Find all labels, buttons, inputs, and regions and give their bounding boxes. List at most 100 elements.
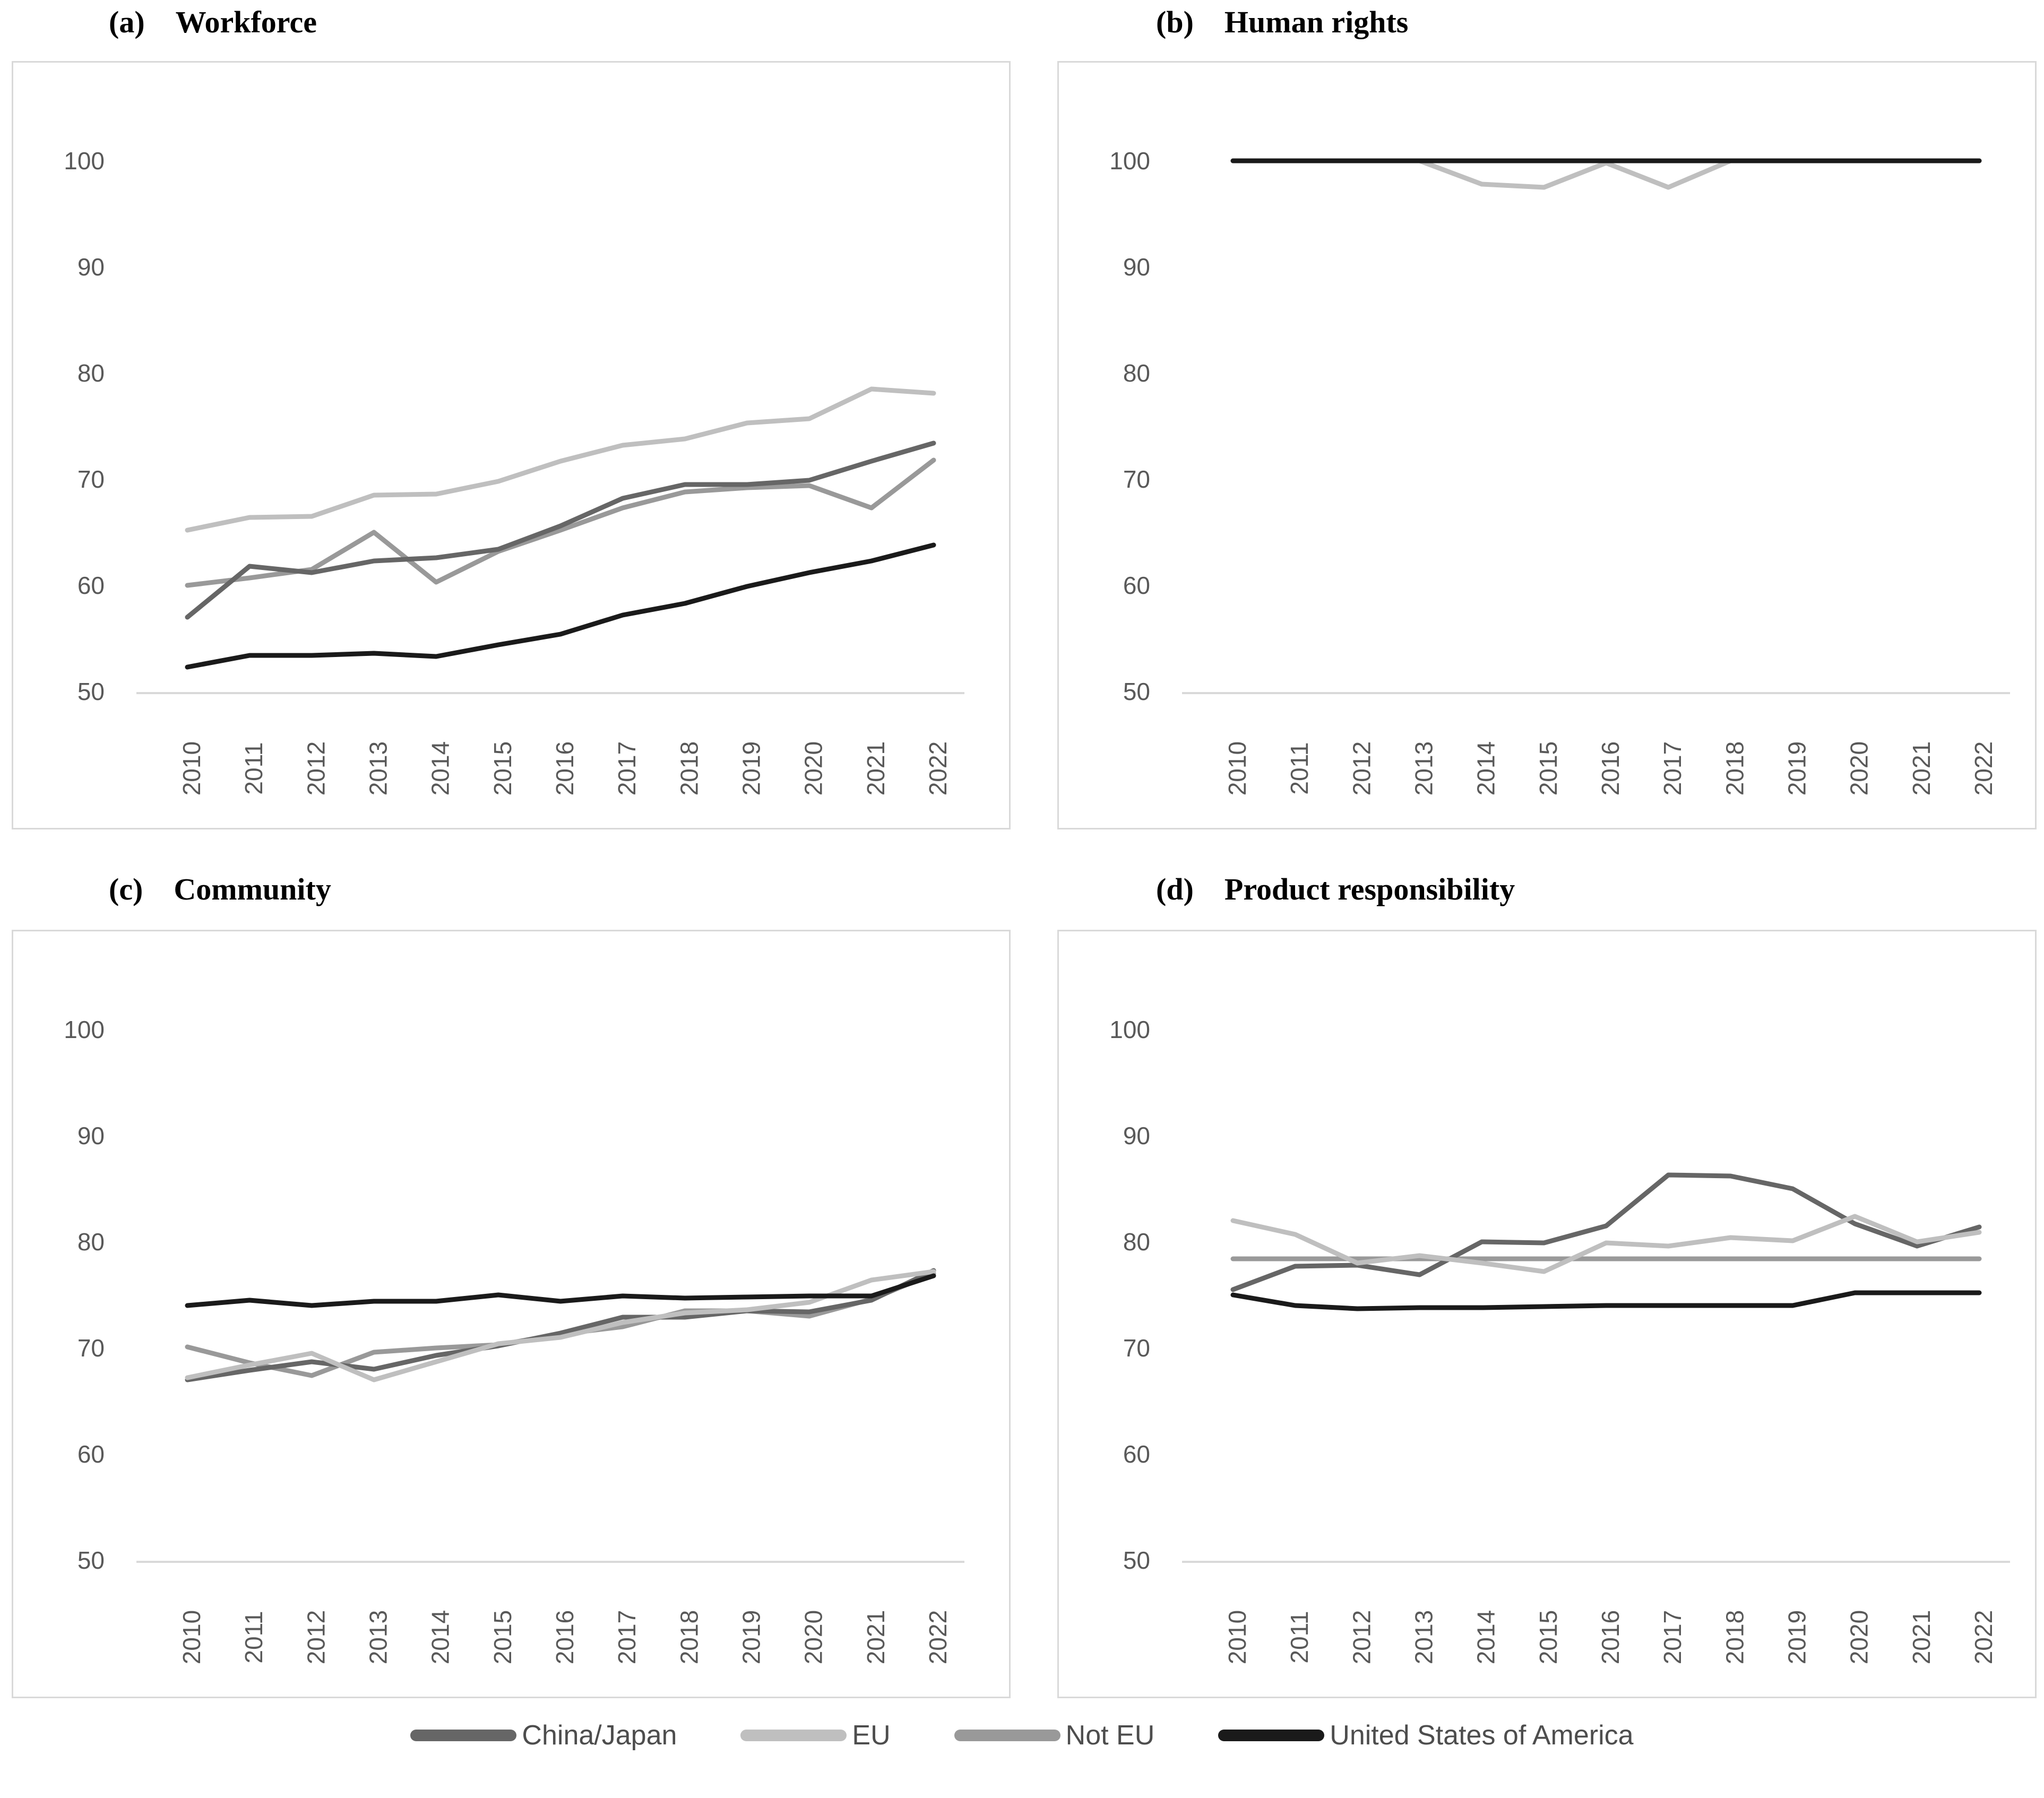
x-tick-label: 2017	[613, 1610, 641, 1664]
x-tick-label: 2014	[427, 1610, 454, 1664]
series-line-united-states-of-america	[1230, 1290, 1982, 1311]
y-tick-label: 70	[77, 465, 105, 493]
panel-c-index: (c)	[109, 872, 143, 906]
y-tick-label: 60	[77, 1440, 105, 1468]
x-tick-label: 2012	[1348, 741, 1375, 796]
y-tick-label: 100	[1109, 1016, 1150, 1043]
y-tick-label: 60	[1123, 572, 1150, 599]
chart-panel-community: 100 90 80 70 60 50 2010 2011 2012 2013 2014 2015 201…	[12, 930, 1011, 1698]
panel-a-index: (a)	[109, 5, 145, 39]
series-line-not-eu	[185, 1271, 936, 1378]
series-line-china-japan	[185, 1268, 936, 1382]
y-tick-label: 80	[1123, 359, 1150, 387]
x-tick-label: 2012	[302, 741, 330, 796]
x-tick-label: 2011	[240, 742, 268, 795]
panel-b-title: (b) Human rights	[1156, 4, 1408, 40]
usa-line-swatch-icon	[1218, 1730, 1325, 1741]
chart-canvas-product-responsibility: 100 90 80 70 60 50 2010 2011 2012 2013 2014 2015 201…	[1109, 1016, 2011, 1664]
x-tick-label: 2022	[924, 1610, 952, 1664]
series-line-china-japan	[185, 440, 936, 620]
legend-label-usa: United States of America	[1330, 1720, 1634, 1751]
x-tick-label: 2015	[1534, 741, 1562, 796]
x-tick-label: 2021	[1908, 741, 1935, 796]
x-tick-label: 2013	[1410, 1610, 1438, 1664]
x-tick-label: 2022	[1970, 741, 1997, 796]
legend-label-not-eu: Not EU	[1065, 1720, 1155, 1751]
y-tick-label: 50	[1123, 1546, 1150, 1574]
panel-a-title-text: Workforce	[175, 5, 317, 39]
x-tick-label: 2019	[738, 1610, 765, 1664]
x-tick-label: 2011	[1286, 1611, 1313, 1664]
y-tick-label: 50	[77, 1546, 105, 1574]
x-tick-label: 2019	[1783, 741, 1811, 796]
x-tick-label: 2016	[551, 1610, 579, 1664]
legend-item-usa: United States of America	[1218, 1719, 1634, 1751]
y-tick-label: 60	[1123, 1440, 1150, 1468]
y-tick-label: 70	[77, 1334, 105, 1362]
series-line-not-eu	[185, 457, 936, 588]
x-tick-label: 2017	[613, 741, 641, 796]
y-tick-label: 70	[1123, 1334, 1150, 1362]
legend-item-not-eu: Not EU	[954, 1719, 1155, 1751]
x-tick-label: 2020	[1845, 1610, 1873, 1664]
chart-canvas-workforce: 100 90 80 70 60 50 2010 2011 2012 2013 2014 2015 201…	[64, 147, 965, 796]
y-tick-label: 60	[77, 572, 105, 599]
x-tick-label: 2022	[1970, 1610, 1997, 1664]
series-line-united-states-of-america	[185, 1273, 936, 1308]
not-eu-line-swatch-icon	[954, 1730, 1060, 1741]
x-tick-label: 2016	[1597, 741, 1624, 796]
chart-panel-product-responsibility: 100 90 80 70 60 50 2010 2011 2012 2013 2014 2015 201…	[1057, 930, 2037, 1698]
x-tick-label: 2020	[800, 741, 827, 796]
x-tick-label: 2012	[1348, 1610, 1375, 1664]
x-tick-label: 2018	[675, 741, 703, 796]
legend-label-eu: EU	[852, 1720, 891, 1751]
chart-panel-human-rights: 100 90 80 70 60 50 2010 2011 2012 2013 2014 2015 201…	[1057, 61, 2037, 829]
series-line-eu	[185, 386, 936, 533]
x-tick-label: 2017	[1659, 741, 1686, 796]
y-tick-label: 70	[1123, 465, 1150, 493]
y-tick-label: 100	[1109, 147, 1150, 175]
x-tick-label: 2011	[1286, 742, 1313, 795]
chart-panel-workforce: 100 90 80 70 60 50 2010 2011 2012 2013 2014 2015 201…	[12, 61, 1011, 829]
panel-a-title: (a) Workforce	[109, 4, 317, 40]
legend: China/Japan EU Not EU United States of A…	[0, 1719, 2044, 1751]
x-tick-label: 2014	[1472, 1610, 1500, 1664]
y-tick-label: 100	[64, 1016, 105, 1043]
legend-item-eu: EU	[740, 1719, 891, 1751]
x-tick-label: 2019	[1783, 1610, 1811, 1664]
x-tick-label: 2014	[427, 741, 454, 796]
panel-c-title-text: Community	[174, 872, 331, 906]
china-japan-line-swatch-icon	[410, 1730, 517, 1741]
x-tick-label: 2013	[1410, 741, 1438, 796]
legend-item-china-japan: China/Japan	[410, 1719, 677, 1751]
y-tick-label: 80	[77, 1228, 105, 1256]
panel-b-title-text: Human rights	[1224, 5, 1409, 39]
series-line-china-japan	[1230, 1172, 1982, 1292]
panel-d-index: (d)	[1156, 872, 1194, 906]
x-tick-label: 2019	[738, 741, 765, 796]
x-tick-label: 2020	[1845, 741, 1873, 796]
eu-line-swatch-icon	[740, 1730, 847, 1741]
series-line-eu	[1230, 1214, 1982, 1274]
panel-b-index: (b)	[1156, 5, 1194, 39]
x-tick-label: 2015	[489, 741, 516, 796]
series-line-eu	[185, 1269, 936, 1382]
x-tick-label: 2021	[862, 741, 890, 796]
x-tick-label: 2010	[178, 1610, 205, 1664]
y-tick-label: 90	[77, 253, 105, 281]
x-tick-label: 2010	[178, 741, 205, 796]
x-tick-label: 2015	[489, 1610, 516, 1664]
x-tick-label: 2013	[365, 741, 392, 796]
y-tick-label: 100	[64, 147, 105, 175]
x-tick-label: 2021	[862, 1610, 890, 1664]
panel-d-title-text: Product responsibility	[1224, 872, 1515, 906]
x-tick-label: 2013	[365, 1610, 392, 1664]
x-tick-label: 2012	[302, 1610, 330, 1664]
chart-canvas-human-rights: 100 90 80 70 60 50 2010 2011 2012 2013 2014 2015 201…	[1109, 147, 2011, 796]
y-tick-label: 90	[1123, 253, 1150, 281]
x-tick-label: 2020	[800, 1610, 827, 1664]
y-tick-label: 80	[77, 359, 105, 387]
x-tick-label: 2017	[1659, 1610, 1686, 1664]
x-tick-label: 2016	[551, 741, 579, 796]
x-tick-label: 2010	[1223, 1610, 1251, 1664]
